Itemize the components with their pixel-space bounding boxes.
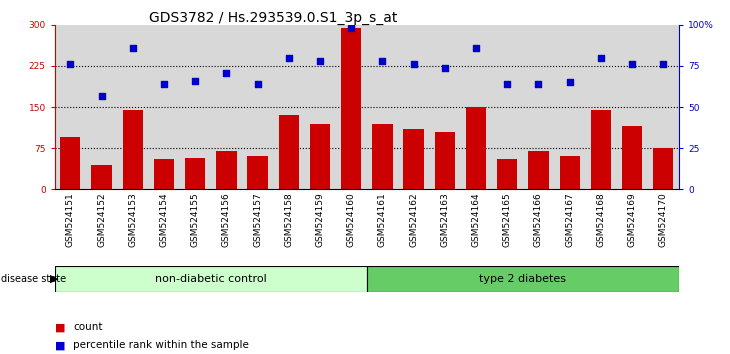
Text: percentile rank within the sample: percentile rank within the sample bbox=[73, 340, 249, 350]
Bar bbox=[559, 156, 580, 189]
Bar bbox=[404, 129, 424, 189]
Text: ■: ■ bbox=[55, 340, 65, 350]
Point bbox=[626, 62, 638, 67]
Text: count: count bbox=[73, 322, 102, 332]
Point bbox=[127, 45, 139, 51]
Text: type 2 diabetes: type 2 diabetes bbox=[480, 274, 566, 284]
Bar bbox=[497, 159, 518, 189]
Bar bbox=[185, 158, 205, 189]
Bar bbox=[591, 110, 611, 189]
Point bbox=[64, 62, 76, 67]
Bar bbox=[466, 107, 486, 189]
Point bbox=[439, 65, 450, 70]
Bar bbox=[91, 165, 112, 189]
Bar bbox=[247, 156, 268, 189]
Bar bbox=[310, 124, 330, 189]
Bar bbox=[622, 126, 642, 189]
Bar bbox=[529, 151, 549, 189]
Bar bbox=[366, 266, 679, 292]
Point bbox=[502, 81, 513, 87]
Point bbox=[377, 58, 388, 64]
Point bbox=[533, 81, 545, 87]
Point bbox=[408, 62, 420, 67]
Point bbox=[158, 81, 170, 87]
Text: non-diabetic control: non-diabetic control bbox=[155, 274, 266, 284]
Point bbox=[189, 78, 201, 84]
Point bbox=[96, 93, 107, 98]
Point bbox=[345, 25, 357, 31]
Bar bbox=[372, 124, 393, 189]
Bar bbox=[154, 159, 174, 189]
Bar bbox=[279, 115, 299, 189]
Point bbox=[658, 62, 669, 67]
Bar bbox=[216, 151, 237, 189]
Bar bbox=[60, 137, 80, 189]
Point bbox=[595, 55, 607, 61]
Point bbox=[314, 58, 326, 64]
Point bbox=[564, 80, 575, 85]
Bar bbox=[341, 28, 361, 189]
Bar bbox=[55, 266, 366, 292]
Point bbox=[283, 55, 295, 61]
Point bbox=[252, 81, 264, 87]
Text: ■: ■ bbox=[55, 322, 65, 332]
Text: GDS3782 / Hs.293539.0.S1_3p_s_at: GDS3782 / Hs.293539.0.S1_3p_s_at bbox=[149, 11, 397, 25]
Point bbox=[470, 45, 482, 51]
Text: disease state: disease state bbox=[1, 274, 66, 284]
Bar bbox=[653, 148, 674, 189]
Bar bbox=[434, 132, 455, 189]
Text: ▶: ▶ bbox=[50, 274, 58, 284]
Point bbox=[220, 70, 232, 75]
Bar bbox=[123, 110, 143, 189]
